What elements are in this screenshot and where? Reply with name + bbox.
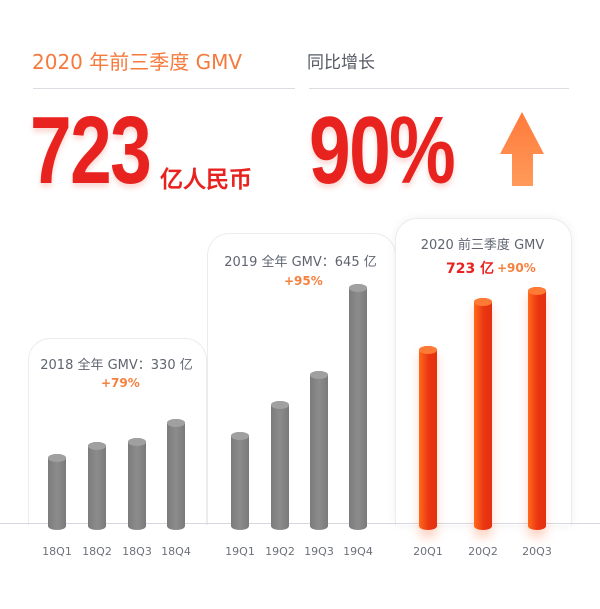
x-tick-label: 19Q4	[343, 545, 373, 558]
group-title-2020: 2020 前三季度 GMV	[420, 238, 545, 253]
bar-18Q3	[128, 437, 146, 530]
group-title-2018: 2018 全年 GMV：330 亿	[40, 358, 193, 373]
arrow-up-icon	[500, 112, 544, 186]
total-2020: 723 亿	[446, 261, 495, 277]
x-tick-label: 18Q2	[82, 545, 112, 558]
bar-19Q2	[271, 401, 289, 530]
x-tick-label: 18Q3	[122, 545, 152, 558]
headline-title: 2020 年前三季度 GMV	[32, 50, 243, 74]
gmv-value: 723	[30, 97, 152, 204]
growth-2019: +95%	[284, 274, 323, 288]
growth-value: 90%	[309, 97, 456, 204]
bar-20Q3	[528, 286, 546, 530]
x-tick-label: 20Q1	[413, 545, 443, 558]
bar-20Q1	[419, 345, 437, 530]
baseline	[0, 523, 600, 524]
x-tick-label: 20Q3	[522, 545, 552, 558]
x-tick-label: 19Q1	[225, 545, 255, 558]
growth-2020: +90%	[497, 261, 536, 275]
bar-19Q1	[231, 432, 249, 530]
group-title-2019: 2019 全年 GMV：645 亿	[224, 255, 377, 270]
x-tick-label: 20Q2	[468, 545, 498, 558]
bar-19Q3	[310, 371, 328, 530]
bar-18Q1	[48, 454, 66, 530]
growth-2018: +79%	[101, 376, 140, 390]
bar-20Q2	[474, 297, 492, 530]
bar-19Q4	[349, 284, 367, 530]
x-tick-label: 19Q2	[265, 545, 295, 558]
x-tick-label: 18Q1	[42, 545, 72, 558]
bar-18Q2	[88, 442, 106, 530]
growth-label: 同比增长	[307, 53, 375, 73]
gmv-unit: 亿人民币	[160, 167, 252, 193]
divider	[33, 88, 295, 89]
bar-18Q4	[167, 418, 185, 530]
x-tick-label: 18Q4	[161, 545, 191, 558]
x-tick-label: 19Q3	[304, 545, 334, 558]
divider	[309, 88, 569, 89]
